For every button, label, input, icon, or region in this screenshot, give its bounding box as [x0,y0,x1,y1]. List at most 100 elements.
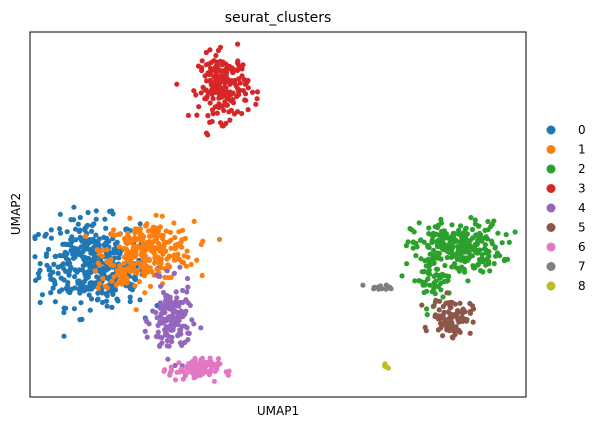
cluster-4-point [154,315,160,321]
cluster-0-point [67,242,73,248]
cluster-1-point [144,221,150,227]
cluster-0-point [98,269,104,275]
cluster-1-point [163,239,169,245]
cluster-0-point [103,225,109,231]
cluster-5-point [448,312,454,318]
cluster-3-point [224,89,230,95]
cluster-1-point [109,278,115,284]
cluster-2-point [407,226,413,232]
cluster-5-point [423,328,429,334]
cluster-2-point [425,276,431,282]
cluster-2-point [431,256,437,262]
cluster-1-point [155,240,161,246]
cluster-3-point [213,52,219,59]
cluster-2-point [463,255,469,261]
cluster-0-point [85,209,91,216]
cluster-2-point [410,239,416,245]
cluster-3-point [253,101,259,107]
cluster-2-point [449,222,455,228]
cluster-0-point [43,251,50,257]
cluster-1-point [199,272,205,279]
cluster-4-point [169,334,175,340]
cluster-1-point [154,266,160,272]
cluster-1-point [127,215,133,221]
cluster-2-point [476,247,482,253]
cluster-3-point [231,111,238,117]
cluster-6-point [192,355,198,362]
cluster-1-point [160,236,166,242]
cluster-6-point [207,355,213,361]
cluster-0-point [104,235,110,241]
cluster-3-point [221,107,227,114]
cluster-4-point [184,275,191,282]
cluster-3-point [230,97,236,103]
cluster-1-point [159,213,165,219]
cluster-0-point [104,292,110,298]
cluster-3-point [199,65,205,71]
cluster-4-point [198,325,204,331]
cluster-8-point [383,363,389,369]
cluster-3-point [207,47,213,53]
legend-marker-7 [546,262,556,271]
cluster-0-point [48,227,54,233]
cluster-2-point [440,239,446,245]
cluster-1-point [92,268,98,274]
cluster-1-point [132,283,138,289]
legend-label-0: 0 [578,123,586,137]
cluster-0-point [37,261,43,267]
cluster-1-point [121,260,127,266]
cluster-6-point [223,369,229,375]
cluster-2-point [426,225,432,231]
cluster-6-point [186,364,192,370]
cluster-4-point [171,319,177,325]
cluster-3-point [249,89,256,95]
cluster-2-point [478,268,484,274]
cluster-2-point [421,269,427,275]
cluster-1-point [181,253,187,259]
cluster-4-point [171,270,177,276]
cluster-2-point [411,229,417,235]
cluster-2-point [472,245,478,251]
cluster-5-point [440,312,446,318]
cluster-2-point [427,251,433,257]
cluster-3-point [208,59,215,65]
cluster-6-point [201,368,207,374]
cluster-3-point [239,66,245,72]
cluster-3-point [240,88,246,94]
cluster-1-point [131,243,137,249]
cluster-1-point [147,283,154,289]
cluster-2-point [468,214,474,221]
cluster-5-point [450,335,456,341]
cluster-1-point [121,245,127,251]
cluster-4-point [164,338,170,344]
cluster-3-point [203,62,209,68]
x-axis-label: UMAP1 [257,404,299,418]
cluster-0-point [89,296,95,302]
cluster-1-point [172,234,178,241]
cluster-4-point [169,339,175,345]
cluster-3-point [245,77,251,84]
cluster-3-point [237,80,243,86]
cluster-1-point [157,224,163,230]
cluster-2-point [437,275,443,281]
cluster-2-point [451,251,457,257]
cluster-2-point [453,237,459,243]
cluster-0-point [48,290,54,296]
cluster-0-point [95,240,101,246]
cluster-0-point [65,261,71,267]
cluster-4-point [143,317,149,323]
cluster-2-point [434,255,441,261]
cluster-0-point [64,229,70,235]
cluster-0-point [36,275,42,281]
cluster-6-point [208,359,214,365]
cluster-0-point [69,234,75,240]
cluster-0-point [83,284,89,290]
cluster-5-point [444,290,450,296]
cluster-4-point [146,321,152,327]
cluster-1-point [133,270,139,276]
cluster-5-point [460,310,466,316]
cluster-4-point [164,343,170,349]
cluster-6-point [199,364,205,370]
legend-marker-1 [546,145,556,154]
cluster-1-point [121,273,127,279]
